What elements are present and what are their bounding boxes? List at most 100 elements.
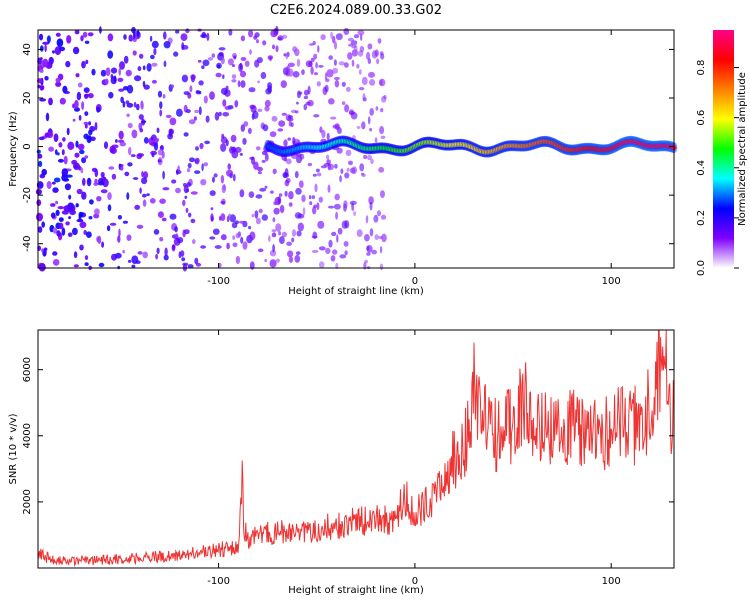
heatmap-cell [264, 105, 270, 112]
heatmap-cell [141, 118, 146, 126]
heatmap-cell [200, 245, 207, 249]
heatmap-cell [296, 230, 302, 237]
heatmap-cell [248, 191, 255, 199]
heatmap-cell [63, 91, 70, 94]
heatmap-cell [50, 203, 56, 207]
heatmap-cell [313, 53, 318, 60]
heatmap-cell [122, 220, 129, 224]
heatmap-cell [204, 140, 211, 145]
heatmap-cell [140, 101, 144, 110]
top-x-tick-label: 0 [412, 276, 418, 287]
heatmap-cell [334, 79, 340, 88]
heatmap-cell [227, 58, 234, 66]
heatmap-cell [328, 205, 335, 209]
heatmap-cell [281, 231, 287, 238]
heatmap-cell [74, 29, 80, 35]
heatmap-cell [292, 136, 296, 145]
top-y-tick-label: -40 [22, 236, 33, 252]
heatmap-cell [336, 234, 339, 243]
heatmap-cell [356, 229, 363, 238]
heatmap-cell [37, 226, 43, 233]
heatmap-cell [366, 245, 373, 253]
heatmap-cell [267, 55, 274, 60]
heatmap-cell [374, 234, 379, 241]
heatmap-cell [285, 52, 289, 60]
heatmap-cell [38, 136, 45, 141]
heatmap-cell [220, 213, 226, 222]
heatmap-cell [226, 242, 230, 250]
heatmap-cell [200, 179, 207, 186]
heatmap-cell [220, 201, 226, 204]
heatmap-cell [68, 194, 72, 200]
heatmap-cell [79, 149, 85, 155]
heatmap-cell [261, 160, 266, 163]
heatmap-cell [211, 53, 216, 58]
heatmap-cell [71, 159, 78, 165]
heatmap-cell [162, 170, 165, 180]
heatmap-cell [260, 71, 267, 80]
heatmap-cell [86, 231, 92, 238]
heatmap-cell [301, 194, 306, 203]
heatmap-cell [294, 254, 301, 263]
heatmap-cell [63, 205, 71, 212]
heatmap-cell [343, 241, 349, 247]
heatmap-cell [234, 100, 239, 108]
heatmap-cell [125, 100, 130, 105]
heatmap-cell [195, 146, 199, 151]
top-y-tick-label: 20 [22, 92, 33, 105]
heatmap-cell [273, 201, 278, 206]
heatmap-cell [183, 91, 190, 96]
heatmap-cell [78, 114, 82, 121]
heatmap-cell [180, 250, 185, 257]
heatmap-cell [287, 62, 295, 67]
heatmap-cell [159, 109, 163, 117]
heatmap-cell [220, 174, 225, 184]
heatmap-cell [54, 149, 58, 156]
heatmap-cell [280, 80, 287, 88]
heatmap-cell [361, 173, 366, 178]
heatmap-cell [77, 143, 85, 151]
heatmap-cell [333, 203, 341, 210]
heatmap-cell [127, 259, 132, 263]
heatmap-cell [209, 236, 216, 240]
heatmap-cell [75, 140, 79, 148]
heatmap-cell [110, 67, 118, 74]
heatmap-cell [136, 30, 140, 38]
heatmap-cell [254, 59, 260, 68]
heatmap-cell [58, 142, 63, 148]
heatmap-cell [83, 230, 87, 235]
heatmap-cell [52, 50, 55, 54]
heatmap-cell [237, 80, 241, 88]
heatmap-cell [209, 190, 216, 197]
heatmap-cell [271, 232, 277, 238]
heatmap-cell [107, 33, 114, 42]
heatmap-cell [159, 101, 163, 109]
heatmap-cell [125, 69, 132, 77]
heatmap-cell [192, 239, 196, 245]
heatmap-cell [188, 119, 196, 125]
heatmap-cell [222, 112, 230, 117]
heatmap-cell [235, 232, 241, 239]
heatmap-cell [248, 225, 252, 230]
colorbar-tick-label: 0.4 [696, 160, 707, 176]
heatmap-cell [159, 198, 166, 204]
top-y-tick-label: 40 [22, 43, 33, 56]
heatmap-cell [136, 224, 144, 229]
heatmap-cell [364, 259, 368, 264]
heatmap-cell [351, 166, 358, 175]
heatmap-cell [152, 137, 160, 143]
heatmap-cell [137, 251, 143, 255]
heatmap-cell [76, 218, 84, 223]
heatmap-cell [339, 175, 342, 183]
heatmap-cell [337, 227, 343, 235]
heatmap-cell [81, 101, 85, 110]
heatmap-cell [86, 177, 92, 187]
heatmap-cell [341, 81, 346, 87]
heatmap-cell [325, 247, 331, 254]
heatmap-cell [74, 152, 80, 158]
heatmap-cell [231, 222, 238, 229]
heatmap-cell [264, 185, 268, 189]
heatmap-cell [383, 95, 387, 100]
heatmap-cell [94, 121, 98, 131]
heatmap-cell [319, 126, 323, 133]
